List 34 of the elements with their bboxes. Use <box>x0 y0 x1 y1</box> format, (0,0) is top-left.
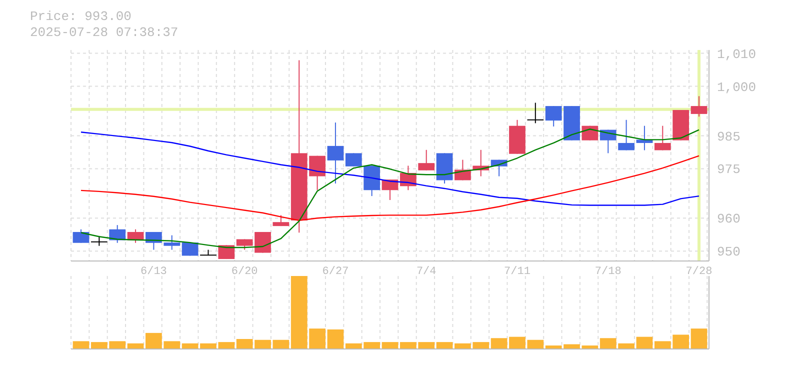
x-tick-label: 6/20 <box>231 266 258 278</box>
bar <box>327 329 344 349</box>
bar <box>636 336 653 349</box>
chart-subtitle: 2025-07-28 07:38:37 <box>30 25 178 40</box>
x-tick-label: 6/13 <box>140 266 167 278</box>
y-tick-label: 1,000 <box>717 80 756 95</box>
candlestick <box>418 149 435 171</box>
candlestick <box>654 125 671 151</box>
candlestick <box>345 152 362 167</box>
x-tick-label: 7/28 <box>686 266 712 278</box>
bar <box>72 341 90 349</box>
bar <box>382 342 398 349</box>
y-tick-label: 1,010 <box>717 46 756 62</box>
x-tick-label: 7/18 <box>594 266 622 278</box>
candlestick <box>90 235 108 246</box>
bar <box>272 340 290 349</box>
candlestick <box>72 228 90 244</box>
bar <box>436 342 453 349</box>
bar <box>490 338 508 349</box>
y-tick-label: 950 <box>717 244 740 260</box>
y-tick-label: 960 <box>717 212 740 227</box>
x-tick-label: 6/27 <box>322 266 349 278</box>
line-series <box>80 131 700 206</box>
y-tick-label: 975 <box>717 162 740 178</box>
candlestick <box>690 96 708 118</box>
chart-title: Price: 993.00 <box>30 9 132 24</box>
x-tick-label: 7/11 <box>504 266 531 278</box>
bar <box>690 328 708 349</box>
candlestick <box>526 102 544 124</box>
x-tick-label: 7/4 <box>416 266 437 278</box>
candlestick <box>327 122 344 184</box>
y-tick-label: 985 <box>717 129 740 144</box>
line-series <box>80 155 700 222</box>
candlestick <box>618 119 634 151</box>
